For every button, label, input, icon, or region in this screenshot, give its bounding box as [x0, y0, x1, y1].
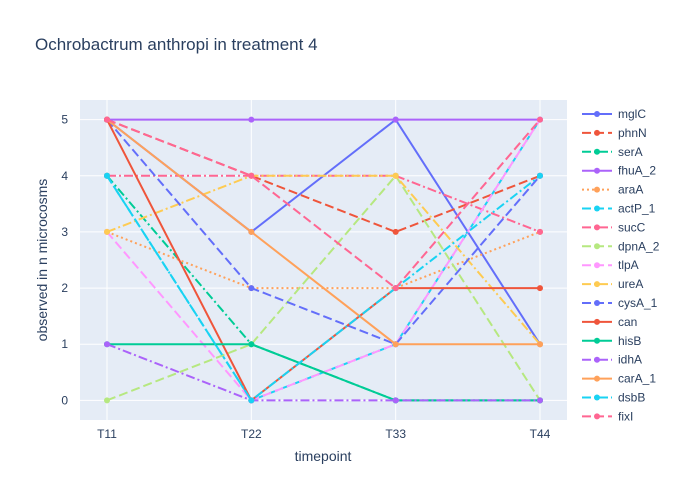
legend-item[interactable]: phnN [582, 126, 647, 140]
y-tick-label: 4 [61, 169, 68, 183]
series-line [106, 118, 541, 290]
legend-marker [594, 337, 600, 344]
chart-title: Ochrobactrum anthropi in treatment 4 [35, 35, 318, 54]
data-point [392, 228, 399, 235]
y-tick-label: 5 [61, 113, 68, 127]
legend-item[interactable]: araA [582, 183, 643, 197]
data-point [537, 341, 543, 348]
data-point [392, 341, 399, 348]
data-point [392, 285, 399, 292]
data-point [248, 172, 255, 179]
legend-marker [594, 394, 600, 401]
series-line [106, 175, 541, 402]
legend-label: phnN [618, 126, 647, 140]
legend-label: fhuA_2 [618, 164, 656, 178]
x-tick-label: T33 [385, 427, 406, 441]
legend-label: tlpA [618, 258, 639, 272]
legend-item[interactable]: mglC [582, 107, 646, 121]
legend-label: dsbB [618, 391, 645, 405]
x-tick-label: T44 [530, 427, 551, 441]
data-point [537, 285, 543, 292]
legend-item[interactable]: hisB [582, 334, 641, 348]
data-point [248, 341, 255, 348]
y-axis-title: observed in n microcosms [34, 179, 50, 342]
legend-marker [594, 224, 600, 231]
legend-marker [594, 356, 600, 363]
data-point [392, 397, 399, 404]
legend-item[interactable]: actP_1 [582, 202, 656, 216]
y-tick-label: 3 [61, 225, 68, 239]
series-line [106, 118, 541, 346]
legend-item[interactable]: sucC [582, 220, 646, 234]
legend-label: idhA [618, 353, 642, 367]
data-point [248, 285, 255, 292]
legend-item[interactable]: tlpA [582, 258, 639, 272]
data-point [537, 397, 543, 404]
data-point [392, 172, 399, 179]
legend-marker [594, 167, 600, 174]
legend-marker [594, 186, 600, 193]
x-axis-title: timepoint [295, 448, 352, 464]
x-axis-ticks: T11 T22 T33 T44 [97, 427, 551, 441]
legend-label: serA [618, 145, 643, 159]
legend-label: ureA [618, 277, 643, 291]
data-point [248, 228, 255, 235]
y-tick-label: 1 [61, 337, 68, 351]
y-tick-label: 2 [61, 281, 68, 295]
legend-item[interactable]: cysA_1 [582, 296, 658, 310]
data-point [104, 397, 110, 404]
legend-item[interactable]: dsbB [582, 391, 645, 405]
data-point [104, 228, 110, 235]
legend-marker [594, 375, 600, 382]
legend-marker [594, 148, 600, 155]
data-point [248, 116, 255, 123]
legend-label: hisB [618, 334, 641, 348]
series-line [106, 118, 540, 346]
series-line [107, 343, 540, 402]
legend-item[interactable]: fhuA_2 [582, 164, 656, 178]
legend-marker [594, 318, 600, 325]
legend-label: araA [618, 183, 643, 197]
legend: mglC phnN serA fhuA_2 araA actP_1 sucC dpnA_2tl… [582, 107, 660, 423]
data-point [537, 172, 543, 179]
legend-label: sucC [618, 220, 646, 234]
legend-label: dpnA_2 [618, 239, 660, 253]
x-tick-label: T11 [97, 427, 117, 441]
legend-label: cysA_1 [618, 296, 658, 310]
legend-item[interactable]: idhA [582, 353, 642, 367]
data-point [248, 397, 255, 404]
data-point [537, 116, 543, 123]
series-line [106, 343, 540, 402]
x-tick-label: T22 [241, 427, 262, 441]
legend-item[interactable]: ureA [582, 277, 643, 291]
legend-marker [594, 205, 600, 212]
legend-marker [594, 281, 600, 288]
legend-marker [594, 262, 600, 269]
legend-marker [594, 413, 600, 420]
legend-item[interactable]: serA [582, 145, 643, 159]
legend-label: actP_1 [618, 202, 656, 216]
legend-marker [594, 243, 600, 250]
legend-marker [594, 300, 600, 306]
series-lines [104, 116, 543, 404]
legend-item[interactable]: can [582, 315, 637, 329]
legend-marker [594, 129, 600, 136]
legend-marker [594, 111, 600, 117]
data-point [104, 172, 110, 179]
data-point [104, 116, 110, 123]
series-fixI [104, 116, 543, 292]
legend-label: mglC [618, 107, 646, 121]
legend-label: carA_1 [618, 372, 656, 386]
legend-item[interactable]: dpnA_2 [582, 239, 660, 253]
legend-label: fixI [618, 409, 633, 423]
legend-item[interactable]: carA_1 [582, 372, 656, 386]
y-axis-ticks: 0 1 2 3 4 5 [61, 113, 68, 408]
legend-item[interactable]: fixI [582, 409, 633, 423]
data-point [104, 341, 110, 348]
legend-label: can [618, 315, 637, 329]
data-point [392, 116, 399, 123]
y-tick-label: 0 [61, 393, 68, 407]
data-point [537, 228, 543, 235]
